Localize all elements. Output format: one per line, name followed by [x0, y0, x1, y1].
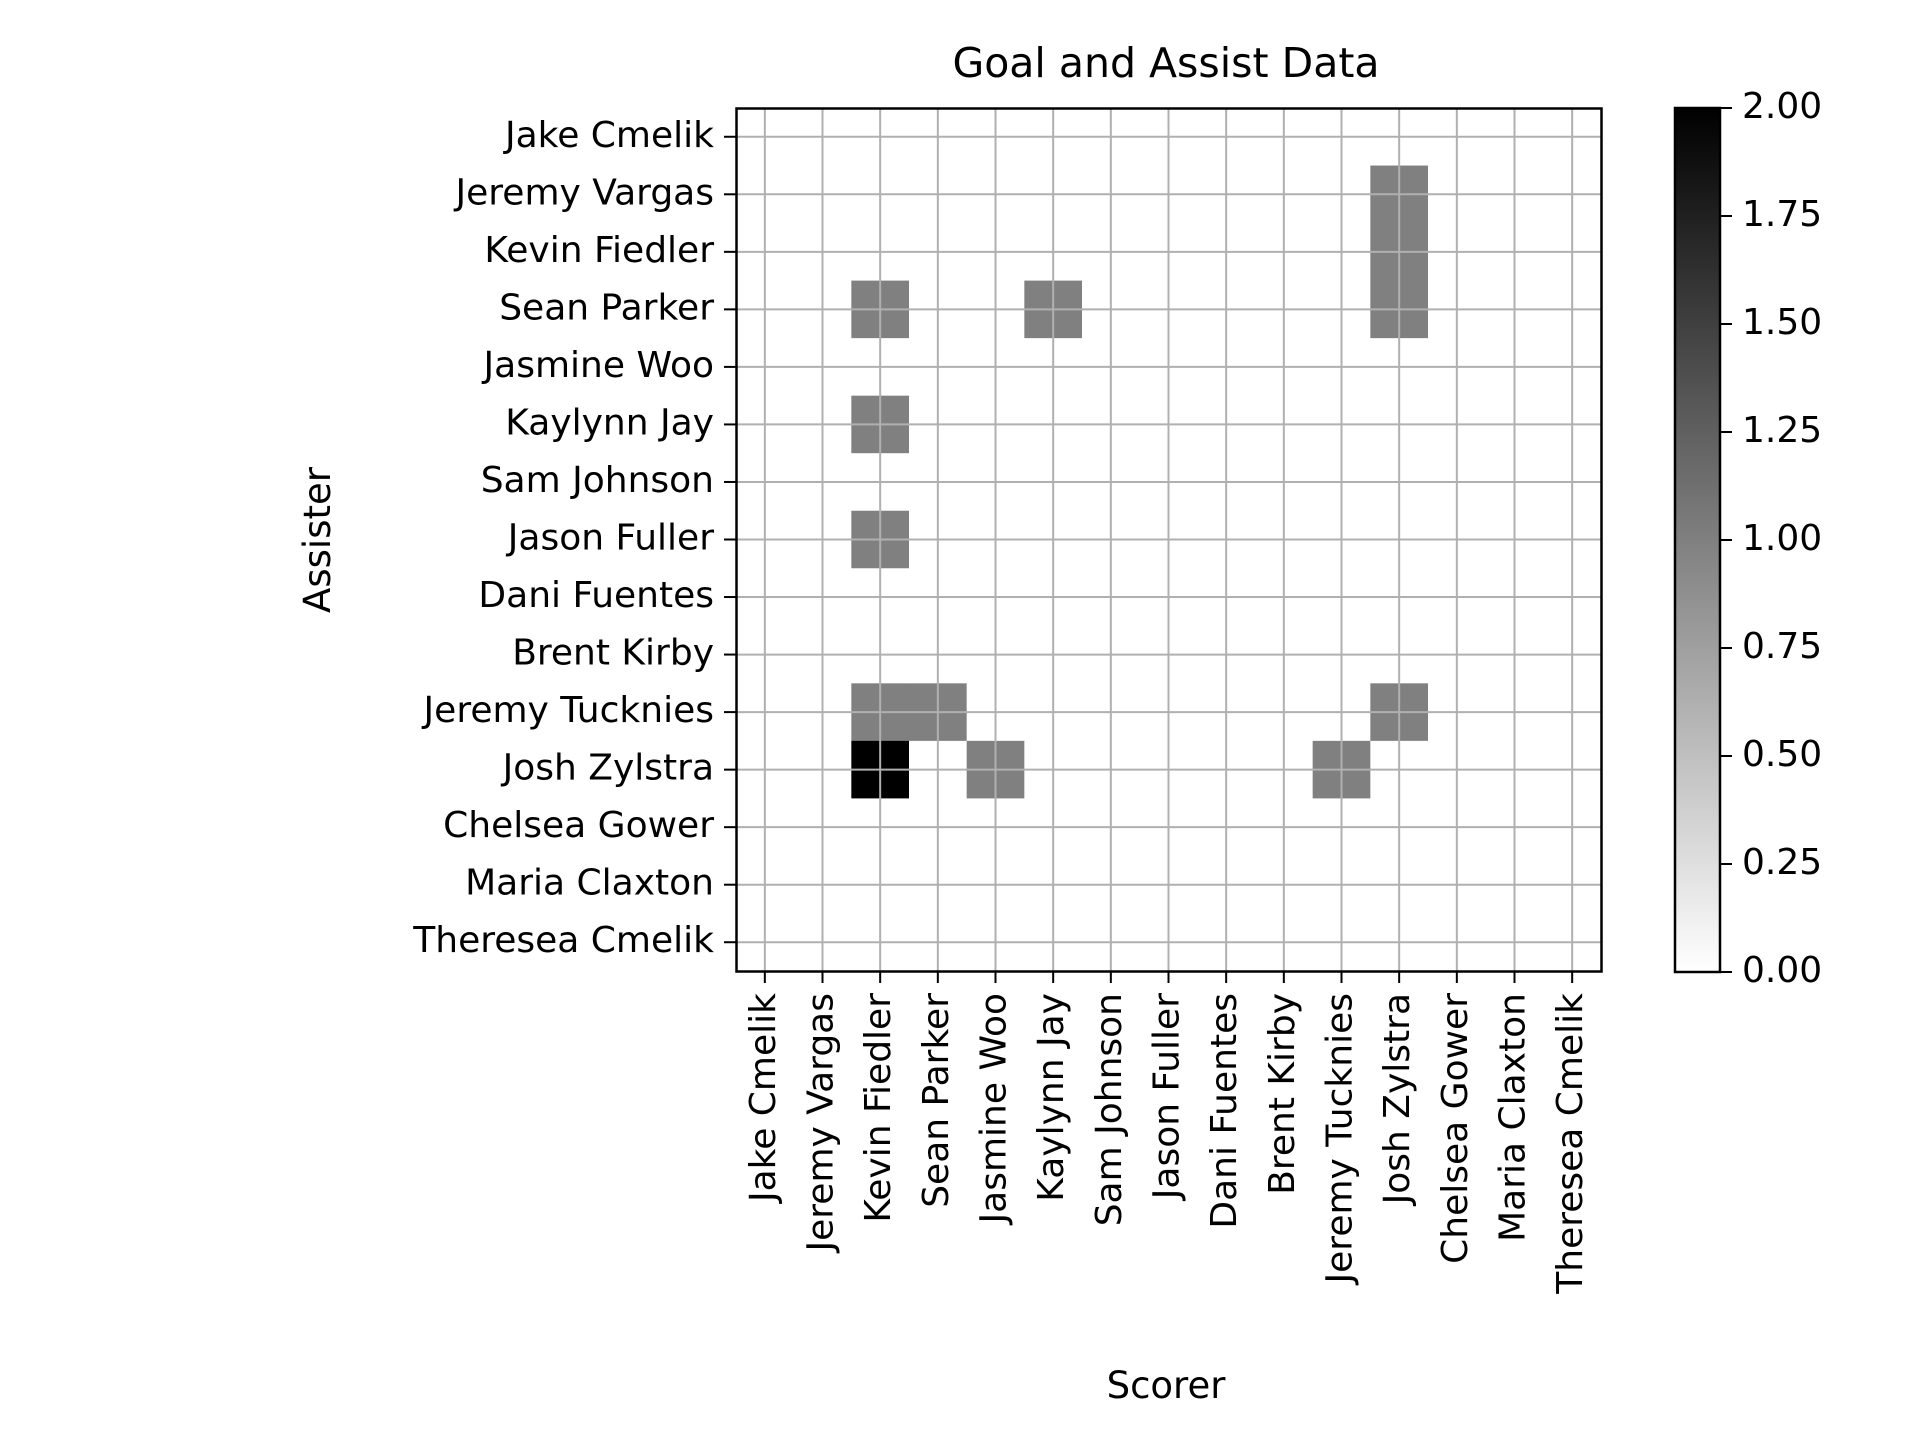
colorbar-tick-label: 1.00 [1742, 518, 1822, 559]
chart-title: Goal and Assist Data [952, 39, 1379, 87]
grid-lines [736, 108, 1601, 971]
y-tick-label: Jasmine Woo [482, 345, 714, 386]
colorbar-tick-label: 1.25 [1742, 410, 1822, 451]
y-tick-label: Sean Parker [499, 287, 714, 328]
y-tick-label: Sam Johnson [481, 460, 714, 501]
x-tick-label: Brent Kirby [1262, 993, 1303, 1195]
x-tick-label: Jake Cmelik [743, 993, 784, 1204]
colorbar-ticks: 0.00 0.25 0.50 0.75 1.00 1.25 1.50 1.75 2.00 [1720, 86, 1822, 991]
colorbar-tick-label: 0.75 [1742, 626, 1822, 667]
y-tick-label: Jeremy Vargas [454, 172, 714, 213]
y-tick-label: Kevin Fiedler [484, 230, 714, 271]
colorbar-tick-label: 0.50 [1742, 734, 1822, 775]
colorbar-tick-label: 0.00 [1742, 950, 1822, 991]
y-axis-ticks: Jake Cmelik Jeremy Vargas Kevin Fiedler Sea… [412, 115, 736, 961]
x-tick-label: Jason Fuller [1147, 993, 1188, 1201]
colorbar-tick-label: 1.75 [1742, 194, 1822, 235]
x-tick-label: Sean Parker [916, 993, 957, 1208]
y-tick-label: Brent Kirby [512, 633, 714, 674]
x-tick-label: Josh Zylstra [1377, 993, 1418, 1206]
x-tick-label: Kevin Fiedler [858, 993, 899, 1223]
colorbar [1673, 106, 1722, 974]
y-tick-label: Maria Claxton [465, 863, 714, 904]
colorbar-tick-label: 2.00 [1742, 86, 1822, 127]
x-tick-label: Maria Claxton [1493, 993, 1534, 1242]
y-tick-label: Chelsea Gower [443, 805, 714, 846]
y-tick-label: Jeremy Tucknies [422, 690, 714, 731]
y-tick-label: Theresea Cmelik [412, 920, 714, 961]
y-tick-label: Jake Cmelik [503, 115, 714, 156]
x-tick-label: Dani Fuentes [1204, 993, 1245, 1229]
x-tick-label: Kaylynn Jay [1031, 993, 1072, 1202]
x-tick-label: Theresea Cmelik [1550, 993, 1591, 1295]
y-tick-label: Dani Fuentes [478, 575, 714, 616]
y-axis-label: Assister [296, 466, 339, 613]
x-axis-label: Scorer [1107, 1364, 1227, 1407]
x-tick-label: Jasmine Woo [974, 993, 1015, 1225]
x-tick-label: Jeremy Vargas [801, 993, 842, 1253]
x-axis-ticks: Jake Cmelik Jeremy Vargas Kevin Fiedler Sea… [743, 971, 1591, 1295]
x-tick-label: Jeremy Tucknies [1320, 993, 1361, 1285]
y-tick-label: Kaylynn Jay [505, 402, 714, 443]
y-tick-label: Josh Zylstra [501, 748, 714, 789]
y-tick-label: Jason Fuller [506, 518, 714, 559]
colorbar-tick-label: 0.25 [1742, 842, 1822, 883]
colorbar-tick-label: 1.50 [1742, 302, 1822, 343]
x-tick-label: Sam Johnson [1089, 993, 1130, 1226]
x-tick-label: Chelsea Gower [1435, 993, 1476, 1264]
